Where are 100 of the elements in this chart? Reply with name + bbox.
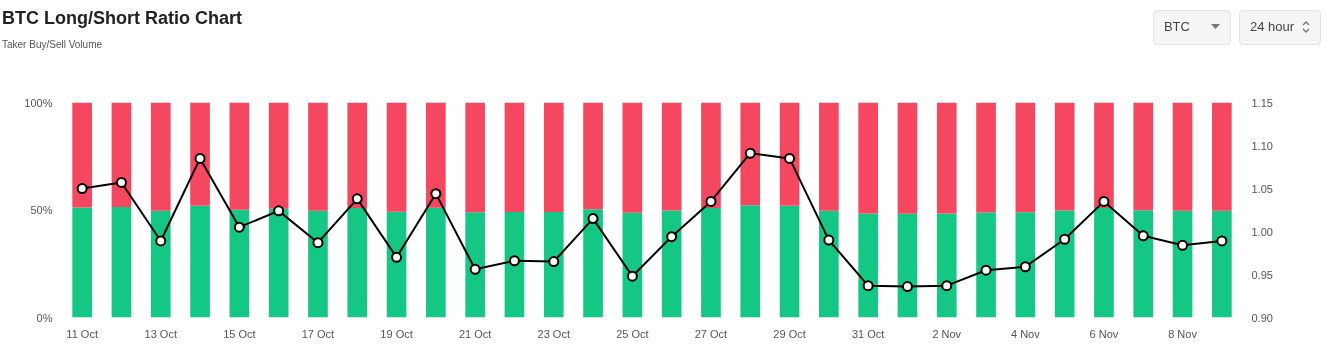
bar: [543, 211, 564, 318]
y-tick-label: 50%: [30, 204, 53, 216]
y2-tick-label: 1.15: [1251, 96, 1273, 109]
bar: [976, 102, 996, 213]
bar: [386, 102, 407, 212]
x-tick-label: 6 Nov: [1089, 327, 1119, 340]
x-tick-label: 19 Oct: [380, 327, 413, 340]
x-tick-label: 15 Oct: [223, 327, 256, 340]
bar: [858, 213, 878, 318]
y2-tick-label: 0.90: [1251, 311, 1273, 324]
bar: [1094, 102, 1114, 209]
text: 24 hour: [1249, 18, 1294, 36]
bar: [190, 205, 210, 318]
bar: [583, 209, 603, 318]
bar: [622, 102, 643, 213]
bar: [426, 207, 446, 318]
point: [1216, 235, 1228, 247]
bar: [661, 210, 682, 318]
x-tick-label: 31 Oct: [851, 327, 885, 340]
point: [1177, 239, 1189, 251]
point: [626, 270, 638, 282]
x-tick-label: 29 Oct: [773, 327, 806, 340]
bar: [897, 102, 918, 214]
point: [351, 193, 363, 205]
point: [784, 152, 796, 164]
point: [823, 234, 835, 246]
bar: [1212, 102, 1232, 211]
x-tick-label: 21 Oct: [458, 327, 492, 340]
bar: [936, 213, 957, 318]
bar: [1094, 208, 1114, 318]
bar: [1172, 102, 1193, 211]
bar: [819, 102, 839, 211]
point: [194, 152, 206, 164]
bar: [858, 102, 878, 214]
bar: [229, 209, 250, 318]
bar: [1212, 210, 1232, 318]
bar: [426, 102, 446, 208]
bar: [1054, 210, 1075, 318]
bar: [819, 210, 839, 318]
chart-subtitle: Taker Buy/Sell Volume: [2, 38, 103, 52]
point: [115, 176, 127, 188]
bar: [72, 102, 92, 208]
point: [744, 147, 756, 159]
point: [548, 256, 560, 268]
x-tick-label: 4 Nov: [1010, 327, 1041, 340]
bar: [622, 212, 643, 318]
x-tick-label: 27 Oct: [694, 327, 728, 340]
bar: [1133, 210, 1154, 318]
bar: [1172, 210, 1193, 318]
bar: [150, 102, 171, 211]
bar: [779, 205, 800, 318]
bar: [190, 102, 210, 206]
bar: [701, 102, 721, 209]
bar: [583, 102, 603, 210]
point: [155, 235, 167, 247]
point: [1019, 261, 1031, 273]
point: [1059, 233, 1071, 245]
bar: [976, 212, 996, 318]
point: [1137, 230, 1149, 242]
point: [587, 213, 599, 225]
x-tick-label: 11 Oct: [66, 327, 98, 340]
bar: [1015, 212, 1036, 318]
bar: [740, 205, 761, 318]
y2-tick-label: 1.00: [1251, 225, 1273, 238]
bar: [701, 208, 721, 318]
point: [508, 255, 520, 267]
point: [233, 221, 245, 233]
x-tick-label: 23 Oct: [537, 327, 570, 340]
bar: [1015, 102, 1036, 213]
point: [980, 264, 992, 276]
y-tick-label: 100%: [24, 96, 53, 109]
point: [941, 280, 953, 292]
point: [1098, 195, 1110, 207]
x-tick-label: 25 Oct: [616, 327, 649, 340]
point: [862, 280, 874, 292]
bar: [347, 102, 368, 209]
point: [430, 188, 442, 200]
bar: [150, 210, 171, 318]
bar: [229, 102, 250, 210]
point: [666, 231, 678, 243]
bar: [268, 102, 289, 209]
y2-tick-label: 1.10: [1251, 139, 1273, 152]
y2-tick-label: 1.05: [1251, 182, 1273, 195]
point: [391, 251, 403, 263]
bar: [504, 102, 525, 212]
point: [273, 205, 285, 217]
x-tick-label: 2 Nov: [932, 327, 962, 340]
point: [312, 237, 324, 249]
y-tick-label: 0%: [36, 311, 53, 324]
bar: [897, 213, 918, 318]
text: BTC: [1163, 18, 1190, 36]
bar: [347, 208, 368, 318]
bar: [308, 210, 328, 318]
x-tick-label: 8 Nov: [1168, 327, 1198, 340]
bar: [386, 211, 407, 318]
x-tick-label: 13 Oct: [144, 327, 177, 340]
point: [76, 183, 88, 194]
chart-title: BTC Long/Short Ratio Chart: [2, 7, 242, 30]
bar: [779, 102, 800, 206]
bar: [504, 211, 525, 318]
